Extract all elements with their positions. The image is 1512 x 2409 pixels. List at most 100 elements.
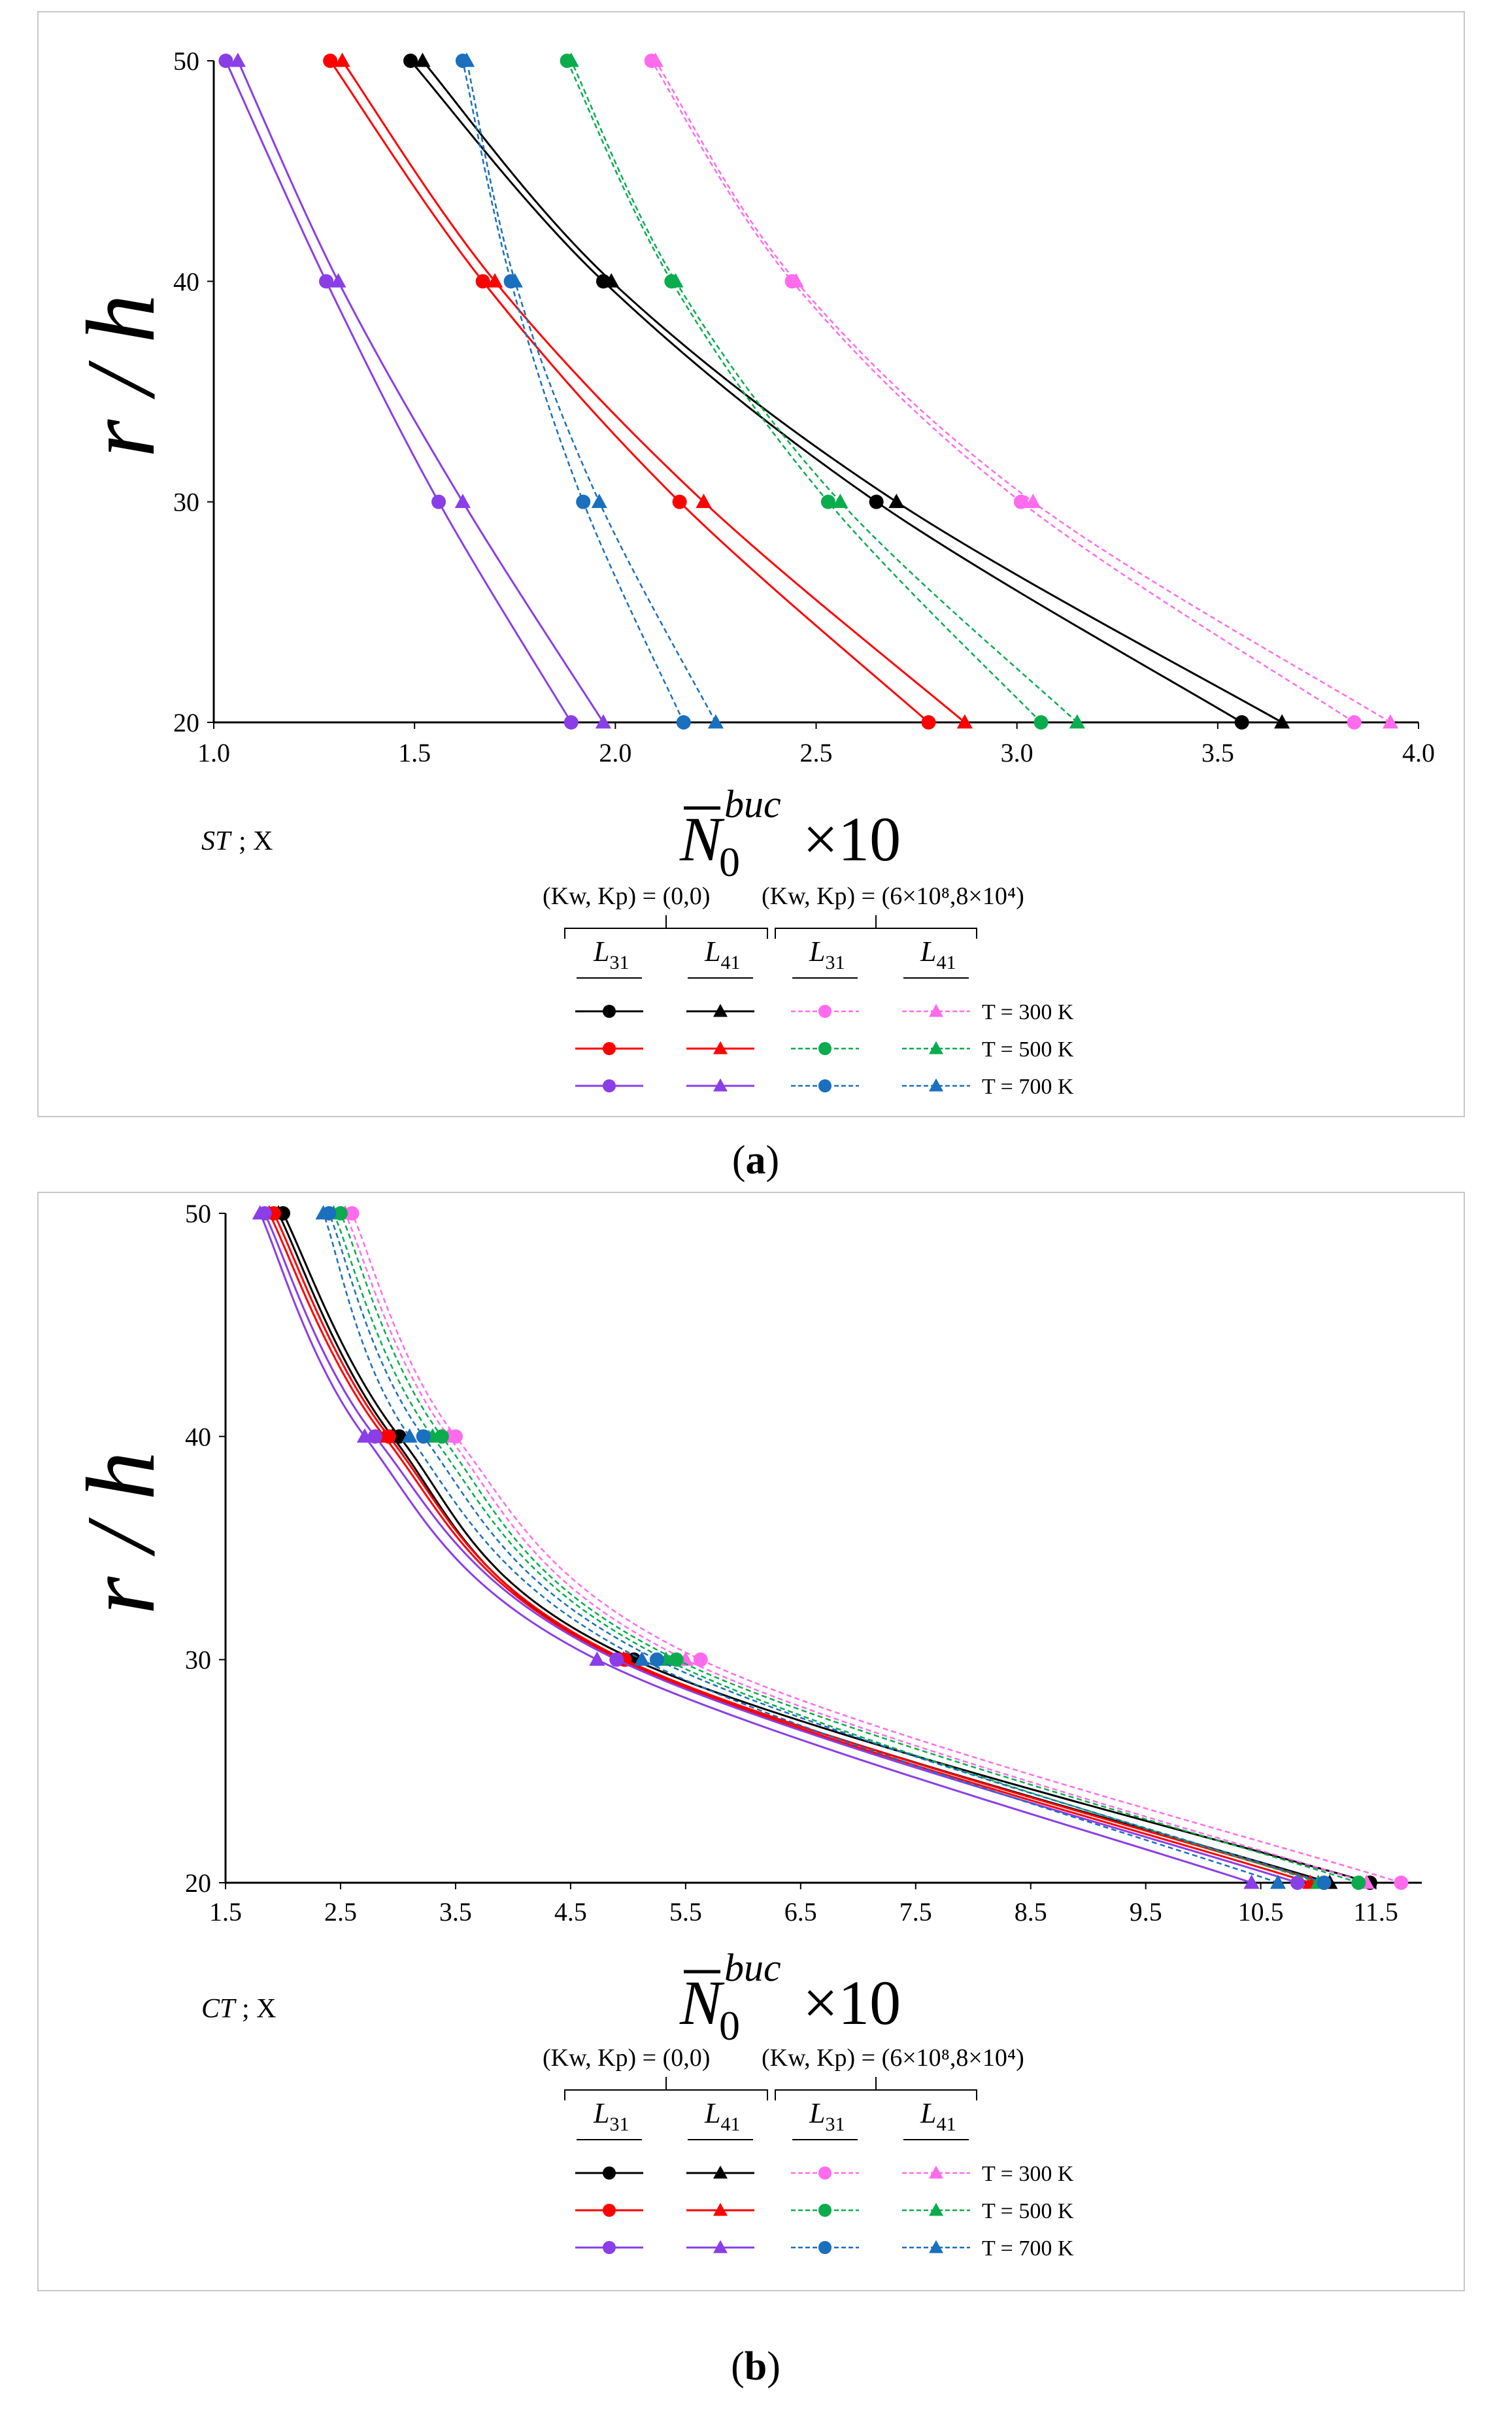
- data-point-5-0: [595, 714, 612, 729]
- legend-marker-1-0: [603, 1042, 616, 1055]
- legend-marker-1-2: [818, 2204, 832, 2217]
- series-line-5: [237, 60, 605, 723]
- series-line-2: [273, 1213, 1324, 1884]
- legend-marker-2-1: [713, 2240, 728, 2253]
- series-line-10: [462, 60, 684, 723]
- x-tick-label: 1.5: [209, 1897, 242, 1927]
- data-point-3-0: [956, 714, 973, 729]
- legend-col-sub-3: 41: [936, 2114, 956, 2135]
- legend-marker-2-3: [929, 1078, 943, 1092]
- data-point-6-1: [1013, 494, 1028, 509]
- legend-row-label-1: T = 500 K: [982, 1037, 1074, 1062]
- panel-a-xlabel-factor: ×10: [803, 804, 901, 874]
- legend-group-right: (Kw, Kp) = (6×10⁸,8×10⁴): [762, 883, 1024, 910]
- panel-a-xlabel-sub: 0: [719, 839, 740, 885]
- legend-marker-2-2: [818, 1079, 832, 1092]
- data-point-11-1: [633, 1651, 650, 1666]
- data-point-1-3: [414, 52, 431, 67]
- panel-b-tag-suffix: ; X: [242, 1994, 277, 2024]
- panel-b-xlabel-sub: 0: [719, 2002, 740, 2049]
- series-line-8: [566, 60, 1042, 723]
- data-point-10-1: [649, 1652, 664, 1667]
- data-point-1-0: [1274, 714, 1290, 729]
- data-point-11-3: [315, 1205, 331, 1220]
- caption-a-letter: a: [746, 1138, 766, 1183]
- legend-marker-1-3: [929, 2202, 943, 2216]
- series-line-11: [322, 1213, 1279, 1884]
- data-point-11-2: [507, 273, 523, 288]
- panel-a-legend: (Kw, Kp) = (0,0) (Kw, Kp) = (6×10⁸,8×10⁴)…: [543, 883, 1074, 1099]
- data-point-8-0: [1033, 715, 1049, 730]
- panel-a-y-axis-label: r / h: [67, 294, 175, 458]
- panel-b-xlabel-sup: buc: [724, 1946, 781, 1989]
- data-point-0-0: [1234, 715, 1249, 730]
- data-point-4-3: [218, 54, 233, 68]
- panel-b-frame: [37, 1192, 1465, 2291]
- data-point-5-0: [1243, 1874, 1260, 1889]
- caption-b: (b): [731, 2344, 781, 2389]
- data-point-7-0: [1382, 714, 1399, 729]
- x-tick-label: 4.5: [554, 1897, 587, 1927]
- legend-col-sub-1: 41: [720, 952, 740, 973]
- data-point-4-0: [1290, 1876, 1305, 1890]
- series-line-6: [351, 1213, 1402, 1884]
- legend-marker-2-0: [603, 2241, 616, 2254]
- data-point-5-3: [252, 1205, 268, 1220]
- legend-marker-1-1: [713, 1041, 728, 1054]
- series-line-7: [654, 60, 1391, 724]
- series-line-2: [329, 60, 930, 724]
- data-point-5-2: [356, 1428, 373, 1443]
- panel-a-frame: [37, 11, 1465, 1117]
- y-tick-label: 50: [173, 46, 199, 76]
- x-tick-label: 11.5: [1353, 1897, 1398, 1927]
- legend-marker-0-1: [713, 2165, 728, 2179]
- data-point-4-1: [609, 1652, 624, 1667]
- x-tick-label: 3.5: [1201, 738, 1234, 767]
- data-point-6-0: [1394, 1876, 1409, 1890]
- x-tick-label: 4.0: [1402, 738, 1435, 767]
- panel-b-xlabel-factor: ×10: [803, 1968, 901, 2038]
- panel-a-tag-suffix: ; X: [239, 826, 273, 856]
- data-point-9-1: [832, 494, 848, 509]
- legend-bracket-left: [564, 915, 768, 939]
- x-tick-label: 9.5: [1130, 1897, 1162, 1927]
- data-point-7-3: [647, 52, 664, 67]
- data-point-11-0: [1269, 1874, 1286, 1889]
- data-point-4-2: [319, 274, 334, 289]
- data-point-2-3: [323, 54, 338, 68]
- legend-marker-0-2: [818, 1005, 832, 1018]
- legend-col-sub-0: 31: [609, 952, 629, 973]
- panel-b-y-axis-label: r / h: [67, 1451, 175, 1615]
- x-tick-label: 8.5: [1015, 1897, 1047, 1927]
- series-line-0: [409, 60, 1243, 724]
- x-tick-label: 6.5: [784, 1897, 817, 1927]
- data-point-2-1: [672, 494, 687, 509]
- data-point-9-3: [563, 52, 579, 67]
- data-point-7-2: [788, 273, 804, 288]
- x-tick-label: 1.5: [398, 738, 431, 767]
- data-point-7-1: [1025, 494, 1041, 509]
- legend-row-label-2: T = 700 K: [982, 1075, 1074, 1099]
- legend-row-label-2: T = 700 K: [982, 2236, 1074, 2261]
- legend-group-right: (Kw, Kp) = (6×10⁸,8×10⁴): [762, 2044, 1024, 2072]
- legend-marker-0-2: [818, 2166, 832, 2180]
- legend-marker-2-0: [603, 1079, 616, 1092]
- data-point-5-1: [454, 494, 471, 509]
- legend-marker-1-2: [818, 1042, 832, 1055]
- legend-marker-1-0: [603, 2204, 616, 2217]
- legend-group-left: (Kw, Kp) = (0,0): [543, 2044, 710, 2072]
- data-point-10-0: [676, 715, 691, 730]
- legend-marker-2-3: [929, 2240, 943, 2253]
- legend-col-label-3: L41: [920, 935, 956, 973]
- data-point-0-1: [869, 494, 884, 509]
- data-point-4-1: [431, 494, 446, 509]
- data-point-11-1: [591, 494, 607, 509]
- x-tick-label: 2.5: [324, 1897, 357, 1927]
- legend-marker-2-2: [818, 2241, 832, 2254]
- series-line-1: [422, 60, 1283, 724]
- series-line-8: [339, 1213, 1359, 1884]
- data-point-11-2: [401, 1428, 418, 1443]
- data-point-11-0: [707, 714, 724, 729]
- x-tick-label: 2.5: [800, 738, 833, 767]
